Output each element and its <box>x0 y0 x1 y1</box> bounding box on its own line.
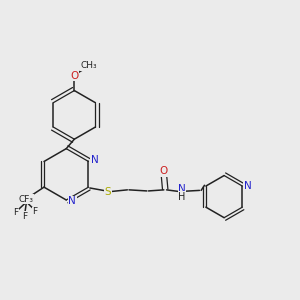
Text: CH₃: CH₃ <box>81 61 98 70</box>
Text: N: N <box>68 196 76 206</box>
Text: N: N <box>91 155 98 165</box>
Text: F: F <box>14 208 19 217</box>
Text: N: N <box>178 184 186 194</box>
Text: O: O <box>160 166 168 176</box>
Text: H: H <box>178 192 186 202</box>
Text: O: O <box>70 71 79 81</box>
Text: F: F <box>32 207 38 216</box>
Text: N: N <box>244 181 252 190</box>
Text: CF₃: CF₃ <box>19 195 34 204</box>
Text: S: S <box>105 187 111 197</box>
Text: F: F <box>22 212 27 220</box>
